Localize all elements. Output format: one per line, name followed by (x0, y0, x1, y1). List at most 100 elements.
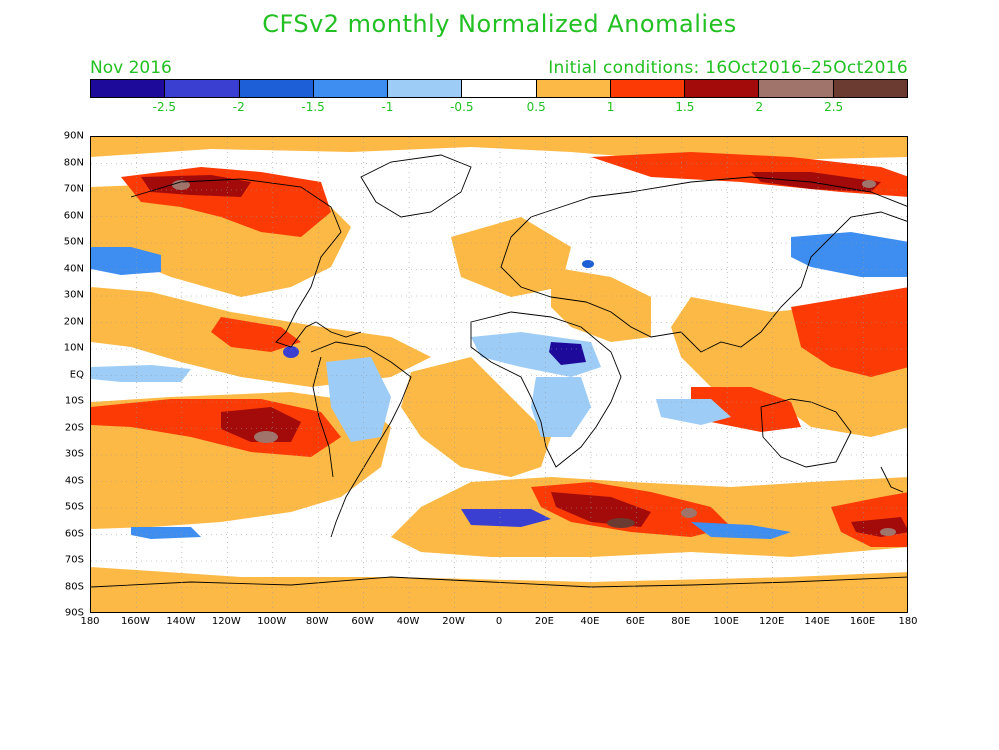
anomaly-field (91, 137, 907, 612)
latitude-label: 50N (63, 236, 84, 248)
color-legend-label: -2 (232, 100, 245, 114)
anomaly-region (283, 346, 299, 358)
anomaly-region (656, 399, 731, 425)
anomaly-region (401, 357, 551, 477)
longitude-label: 20W (442, 616, 465, 627)
latitude-label: 90N (63, 130, 84, 142)
anomaly-region (551, 492, 651, 527)
coastline (360, 154, 472, 218)
longitude-label: 60E (625, 616, 645, 627)
anomaly-region (172, 180, 190, 190)
anomaly-region (880, 528, 896, 536)
longitude-label: 40W (396, 616, 420, 627)
color-swatch (91, 80, 166, 97)
anomaly-region (91, 247, 161, 275)
longitude-label: 80E (671, 616, 691, 627)
color-legend-label: -2.5 (152, 100, 177, 114)
color-swatch (239, 80, 314, 97)
longitude-label: 140E (804, 616, 830, 627)
latitude-label: 10N (63, 342, 84, 354)
color-swatch (388, 80, 463, 97)
longitude-label: 120W (211, 616, 241, 627)
latitude-label: 10S (64, 395, 84, 407)
color-swatch (759, 80, 834, 97)
anomaly-region (461, 509, 551, 527)
color-swatch (165, 80, 240, 97)
longitude-label: 20E (534, 616, 554, 627)
color-legend-label: 1.5 (675, 100, 695, 114)
coastline (130, 178, 362, 348)
anomaly-region (791, 287, 907, 377)
anomaly-region (221, 407, 301, 442)
latitude-label: 60N (63, 210, 84, 221)
longitude-label: 80W (305, 616, 329, 627)
color-legend-label: 2 (755, 100, 764, 114)
latitude-label: 30N (63, 289, 84, 301)
latitude-label: 30S (64, 448, 84, 460)
anomaly-region (91, 365, 191, 382)
coastline (510, 176, 907, 238)
coastline (880, 466, 904, 493)
anomaly-region (862, 180, 876, 188)
color-swatch (833, 80, 907, 97)
longitude-axis: 180 160W 140W 120W 100W 80W 60W 40W 20W 0 20E 40E 60… (80, 616, 917, 632)
color-legend-label: 0.5 (526, 100, 546, 114)
anomaly-region (131, 527, 201, 539)
color-swatch (536, 80, 611, 97)
longitude-label: 40E (580, 616, 600, 627)
longitude-label: 120E (758, 616, 785, 627)
longitude-label: 180 (898, 616, 918, 627)
anomaly-region (326, 357, 391, 442)
anomaly-region (531, 377, 591, 437)
color-legend-label: -0.5 (450, 100, 474, 114)
color-legend-labels: -2.5 -2 -1.5 -1 -0.5 0.5 1 1.5 2 2.5 (90, 100, 908, 116)
coastline (760, 398, 852, 468)
anomaly-map (90, 136, 908, 613)
anomaly-region (582, 260, 594, 268)
color-swatch (685, 80, 760, 97)
coastline (91, 576, 907, 588)
anomaly-region (549, 342, 586, 365)
color-swatch (313, 80, 389, 97)
color-swatch (462, 80, 537, 97)
color-swatch (610, 80, 686, 97)
forecast-month: Nov 2016 (90, 58, 172, 78)
longitude-label: 140W (166, 616, 196, 627)
color-legend-label: -1.5 (301, 100, 325, 114)
latitude-label: 40S (64, 475, 84, 486)
latitude-label: 60S (64, 528, 84, 539)
coastline (312, 356, 334, 478)
anomaly-region (681, 508, 697, 518)
anomaly-region (551, 267, 651, 342)
latitude-label: 70S (64, 554, 84, 566)
coastline (310, 341, 412, 538)
latitude-label: 40N (63, 263, 84, 274)
chart-title: CFSv2 monthly Normalized Anomalies (262, 10, 737, 38)
longitude-label: 160W (120, 616, 150, 627)
anomaly-region (91, 567, 907, 612)
initial-conditions: Initial conditions: 16Oct2016–25Oct2016 (548, 58, 908, 78)
anomaly-region (791, 232, 907, 277)
latitude-label: 90S (64, 607, 84, 619)
anomaly-region (691, 387, 801, 432)
latitude-label: EQ (69, 369, 84, 380)
latitude-label: 20N (63, 316, 84, 327)
longitude-label: 160E (849, 616, 876, 627)
anomaly-region (141, 175, 251, 197)
anomaly-region (607, 518, 635, 528)
coastline (500, 211, 907, 353)
anomaly-region (451, 217, 571, 297)
anomaly-region (254, 431, 278, 443)
latitude-label: 70N (63, 183, 84, 195)
longitude-label: 100W (257, 616, 287, 627)
color-legend-label: -1 (381, 100, 394, 114)
latitude-label: 50S (64, 501, 84, 513)
longitude-label: 0 (495, 616, 503, 627)
anomaly-region (751, 172, 881, 192)
color-legend-label: 2.5 (824, 100, 844, 114)
latitude-label: 80N (63, 157, 84, 168)
latitude-label: 80S (64, 581, 84, 592)
latitude-label: 20S (64, 422, 84, 433)
coastlines (91, 154, 907, 588)
longitude-label: 180 (80, 616, 100, 627)
